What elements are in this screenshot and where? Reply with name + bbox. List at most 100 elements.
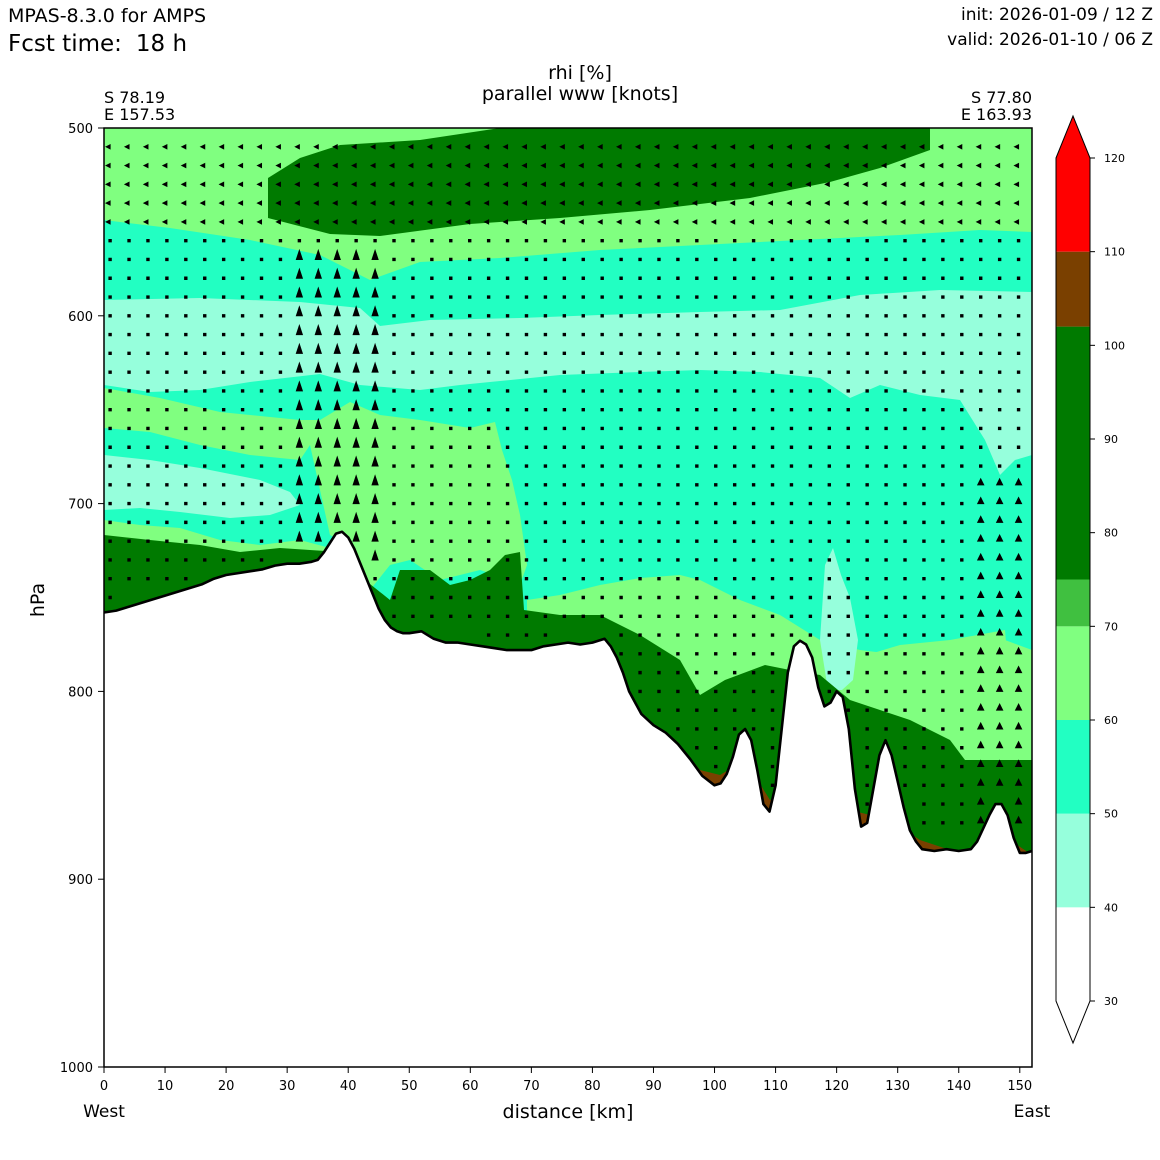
wind-vector — [392, 370, 396, 374]
wind-vector — [956, 143, 963, 150]
wind-vector — [295, 474, 304, 486]
wind-vector — [314, 342, 322, 354]
wind-vector — [559, 200, 565, 206]
wind-vector — [221, 464, 226, 468]
wind-vector — [486, 332, 491, 337]
wind-vector — [468, 464, 472, 468]
wind-vector — [221, 539, 226, 543]
wind-vector — [751, 539, 756, 543]
wind-vector — [903, 577, 907, 581]
wind-vector — [979, 295, 983, 299]
wind-vector — [960, 689, 964, 694]
wind-vector — [562, 445, 567, 449]
wind-vector — [486, 276, 491, 280]
wind-vector — [468, 370, 472, 374]
wind-vector — [789, 257, 794, 262]
wind-vector — [751, 595, 756, 600]
wind-vector — [960, 445, 964, 449]
colorbar-tick-label: 80 — [1104, 527, 1118, 540]
wind-vector — [789, 295, 794, 299]
wind-vector — [770, 539, 775, 543]
wind-vector — [184, 539, 188, 543]
wind-vector — [695, 558, 699, 562]
wind-vector — [600, 539, 604, 543]
wind-vector — [314, 305, 322, 317]
wind-vector — [203, 539, 207, 543]
wind-vector — [240, 520, 245, 525]
wind-vector — [505, 633, 510, 637]
wind-vector — [468, 614, 472, 618]
wind-vector — [314, 474, 322, 486]
wind-vector — [865, 257, 869, 262]
wind-vector — [502, 181, 509, 188]
colorbar-segment — [1056, 907, 1090, 1043]
wind-vector — [524, 501, 529, 506]
wind-vector — [676, 689, 680, 694]
wind-vector — [729, 200, 736, 206]
x-tick-label: 70 — [523, 1079, 540, 1094]
wind-vector — [884, 445, 888, 449]
wind-vector — [884, 408, 888, 412]
wind-vector — [941, 577, 945, 581]
wind-vector — [922, 670, 926, 675]
wind-vector — [543, 295, 548, 299]
wind-vector — [770, 314, 775, 318]
wind-vector — [108, 483, 112, 487]
wind-vector — [426, 143, 433, 150]
wind-vector — [748, 219, 755, 225]
wind-vector — [108, 595, 112, 600]
wind-vector — [278, 332, 283, 337]
wind-vector — [714, 595, 718, 600]
wind-vector — [127, 445, 131, 449]
wind-vector — [903, 408, 907, 412]
wind-vector — [221, 445, 226, 449]
wind-vector — [714, 445, 718, 449]
wind-vector — [657, 332, 661, 337]
wind-vector — [256, 200, 263, 206]
wind-vector — [827, 483, 832, 487]
wind-vector — [371, 511, 379, 523]
wind-vector — [672, 181, 679, 188]
wind-vector — [997, 426, 1002, 431]
colorbar-tick-label: 90 — [1104, 433, 1118, 446]
wind-vector — [770, 746, 775, 750]
wind-vector — [411, 614, 415, 618]
wind-vector — [786, 143, 792, 150]
wind-vector — [676, 332, 680, 337]
wind-vector — [619, 351, 623, 356]
wind-vector — [371, 286, 379, 298]
wind-vector — [203, 426, 207, 431]
wind-vector — [146, 276, 150, 280]
wind-vector — [505, 276, 510, 280]
wind-vector — [770, 614, 775, 618]
wind-vector — [562, 257, 567, 262]
wind-vector — [751, 351, 756, 356]
colorbar-segment — [1056, 579, 1090, 627]
wind-vector — [922, 727, 926, 731]
wind-vector — [240, 464, 245, 468]
wind-vector — [732, 483, 737, 487]
wind-vector — [108, 257, 112, 262]
wind-vector — [827, 689, 832, 694]
wind-vector — [449, 257, 453, 262]
wind-vector — [922, 483, 926, 487]
wind-vector — [199, 181, 206, 188]
wind-vector — [1016, 351, 1021, 356]
wind-vector — [259, 464, 264, 468]
wind-vector — [352, 380, 360, 392]
wind-vector — [180, 143, 187, 150]
wind-vector — [695, 727, 699, 731]
wind-vector — [751, 445, 756, 449]
wind-vector — [468, 408, 472, 412]
wind-vector — [203, 501, 207, 506]
wind-vector — [184, 408, 188, 412]
wind-vector — [657, 652, 661, 656]
wind-vector — [449, 614, 453, 618]
wind-vector — [619, 238, 623, 243]
wind-vector — [808, 276, 813, 280]
wind-vector — [351, 162, 357, 169]
wind-vector — [240, 426, 245, 431]
wind-vector — [903, 689, 907, 694]
wind-vector — [634, 181, 641, 188]
wind-vector — [426, 181, 433, 188]
